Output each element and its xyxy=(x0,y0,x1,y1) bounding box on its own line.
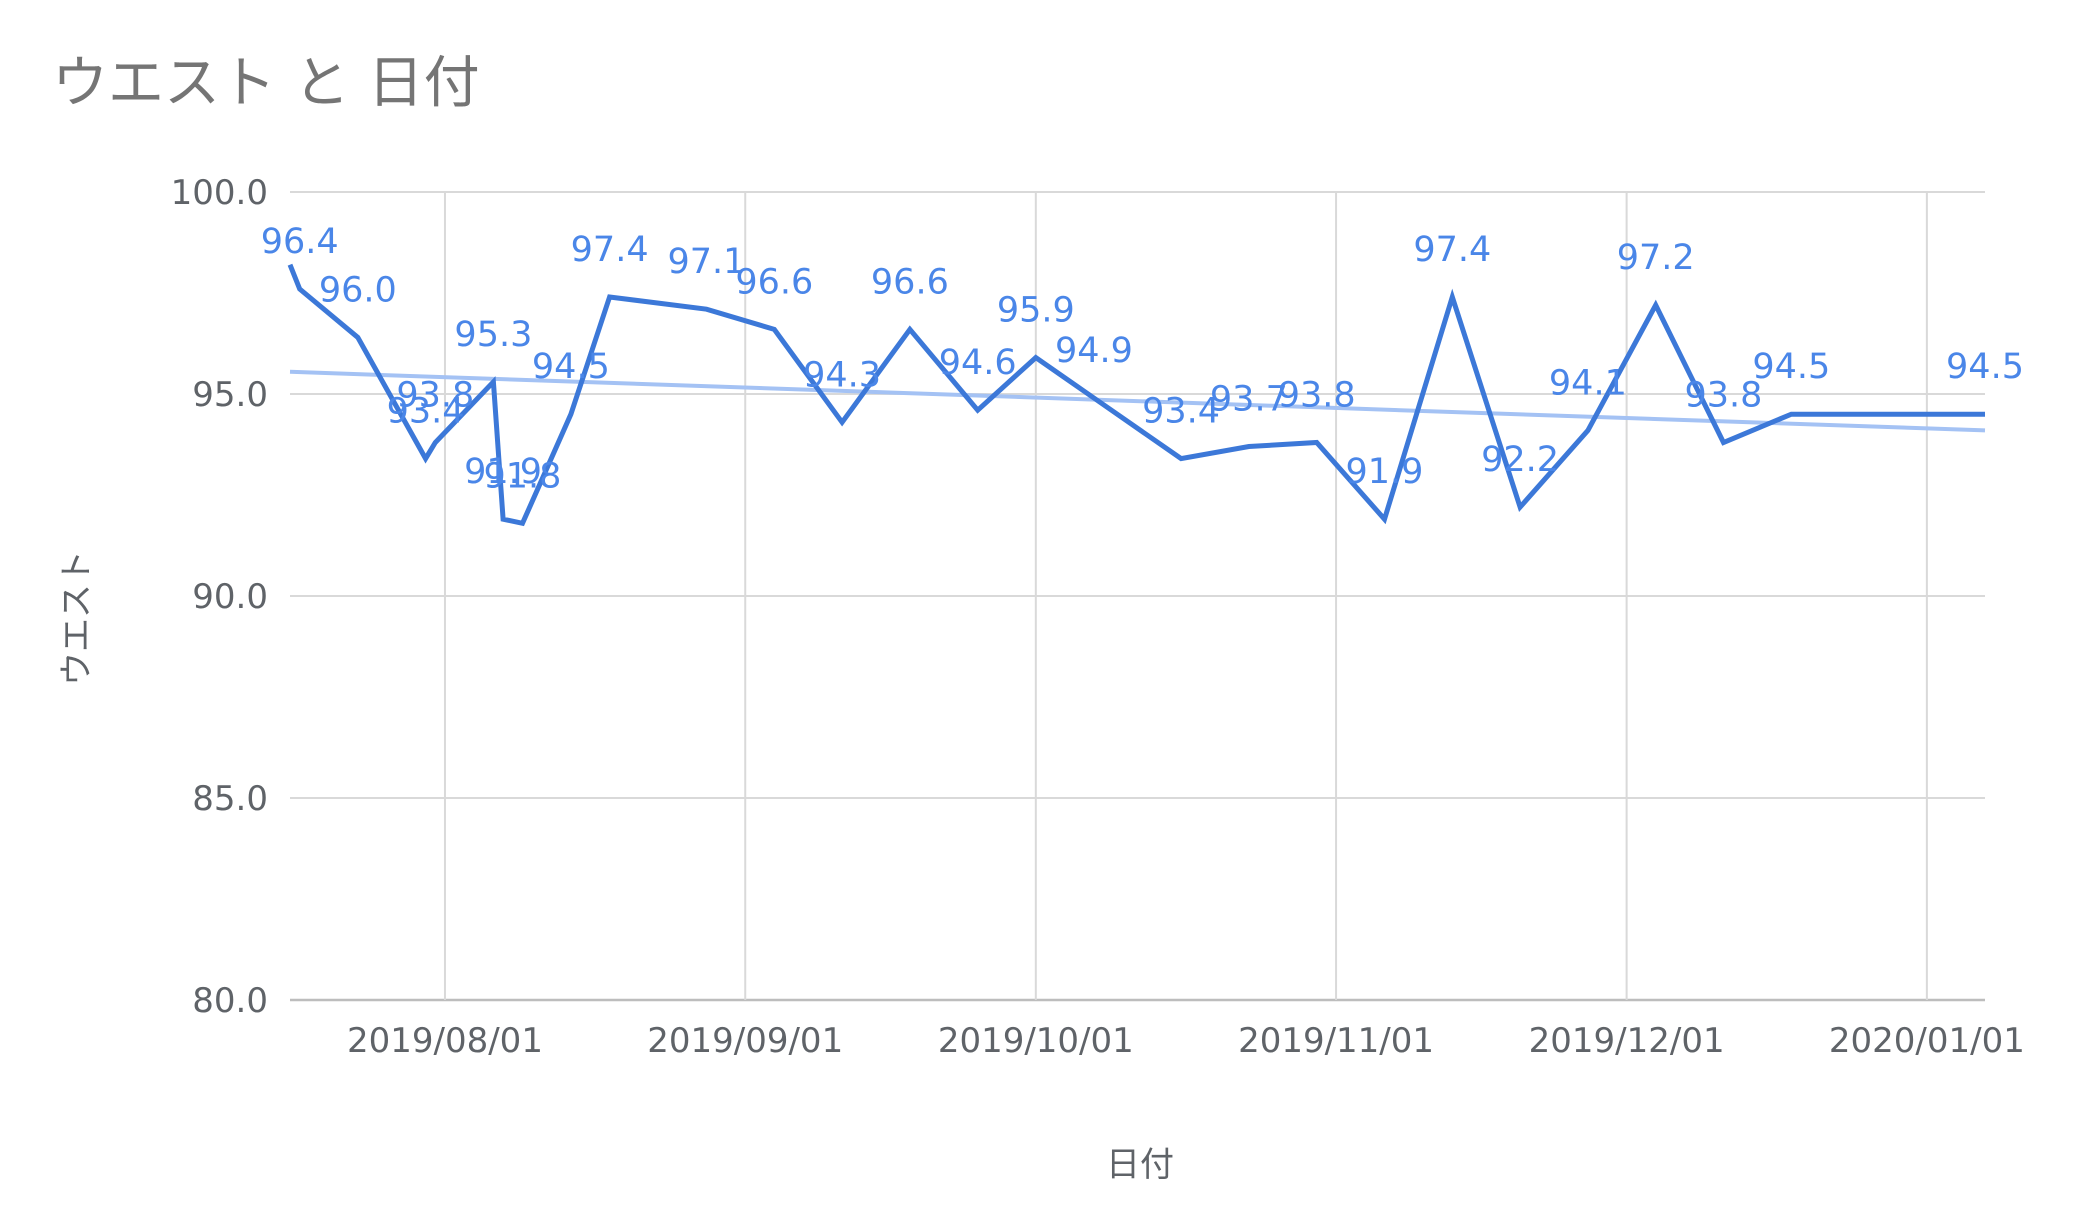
y-axis-ticks: 100.0 95.0 90.0 85.0 80.0 xyxy=(171,173,268,1021)
y-tick-label: 90.0 xyxy=(192,577,268,617)
data-label: 94.1 xyxy=(1549,363,1627,403)
data-label: 97.4 xyxy=(1413,230,1491,270)
data-label: 94.5 xyxy=(532,347,610,387)
trendline xyxy=(289,369,1986,433)
y-tick-label: 100.0 xyxy=(171,173,268,213)
data-label: 93.4 xyxy=(1142,392,1220,432)
data-label: 91.9 xyxy=(1346,452,1424,492)
x-axis-title: 日付 xyxy=(1106,1145,1174,1185)
chart-title: ウエスト と 日付 xyxy=(52,51,480,116)
data-label: 95.3 xyxy=(454,315,532,355)
data-label: 96.4 xyxy=(261,222,339,262)
data-label: 94.6 xyxy=(939,343,1017,383)
series-line xyxy=(287,263,1985,527)
x-axis-ticks: 2019/08/01 2019/09/01 2019/10/01 2019/11/01… xyxy=(347,1021,2025,1061)
data-label: 96.6 xyxy=(871,262,949,302)
data-label: 92.2 xyxy=(1481,440,1559,480)
data-label: 96.0 xyxy=(319,270,397,310)
data-label: 93.8 xyxy=(1278,375,1356,415)
y-axis-title: ウエスト xyxy=(57,550,97,686)
data-label: 94.5 xyxy=(1752,347,1830,387)
data-labels: 96.496.093.493.895.391.991.894.597.4 97.1… xyxy=(261,222,2024,496)
data-label: 96.6 xyxy=(735,262,813,302)
data-label: 93.4 xyxy=(387,392,465,432)
data-label: 93.8 xyxy=(396,375,474,415)
trendline-layer xyxy=(289,369,1986,433)
x-tick-label: 2019/11/01 xyxy=(1238,1021,1434,1061)
data-label: 91.8 xyxy=(483,456,561,496)
y-tick-label: 80.0 xyxy=(192,981,268,1021)
x-tick-label: 2019/12/01 xyxy=(1529,1021,1725,1061)
data-label: 97.2 xyxy=(1617,238,1695,278)
x-tick-label: 2020/01/01 xyxy=(1829,1021,2025,1061)
y-tick-label: 95.0 xyxy=(192,375,268,415)
data-label: 93.8 xyxy=(1685,375,1763,415)
data-label: 93.7 xyxy=(1210,380,1288,420)
data-label: 91.9 xyxy=(464,452,542,492)
grid-lines xyxy=(290,191,1985,1002)
data-label: 94.5 xyxy=(1946,347,2024,387)
data-label: 94.3 xyxy=(803,355,881,395)
y-tick-label: 85.0 xyxy=(192,779,268,819)
x-tick-label: 2019/10/01 xyxy=(938,1021,1134,1061)
data-label: 95.9 xyxy=(997,291,1075,331)
data-label: 97.4 xyxy=(571,230,649,270)
data-label: 97.1 xyxy=(668,242,746,282)
x-tick-label: 2019/09/01 xyxy=(647,1021,843,1061)
series-layer xyxy=(287,263,1985,527)
x-tick-label: 2019/08/01 xyxy=(347,1021,543,1061)
data-label: 94.9 xyxy=(1055,331,1133,371)
